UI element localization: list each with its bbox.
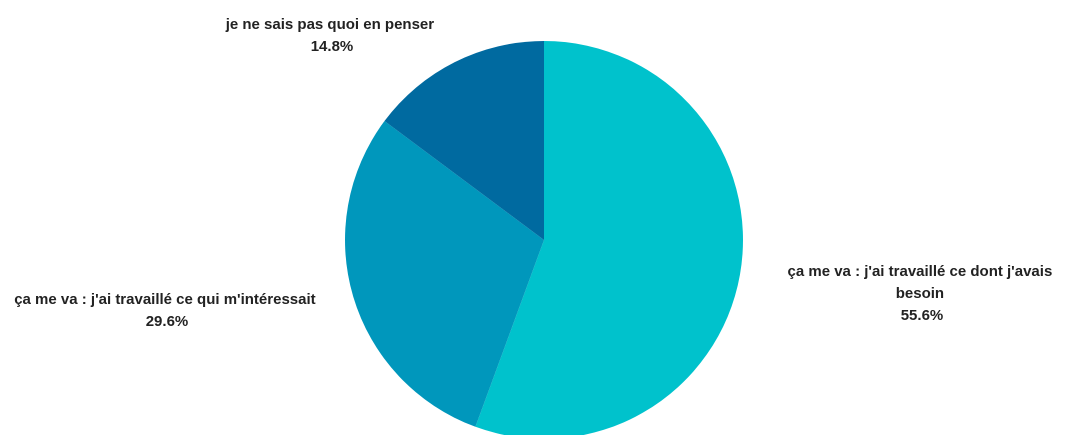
pie-slice-1	[345, 121, 544, 427]
pie-slices	[345, 41, 743, 435]
pie-slice-0	[475, 41, 743, 435]
slice-label-besoin: ça me va : j'ai travaillé ce dont j'avai…	[788, 263, 1057, 324]
slice-label-penser: je ne sais pas quoi en penser 14.8%	[225, 16, 439, 55]
pie-slice-2	[384, 41, 544, 240]
slice-label-interessait: ça me va : j'ai travaillé ce qui m'intér…	[14, 291, 320, 330]
